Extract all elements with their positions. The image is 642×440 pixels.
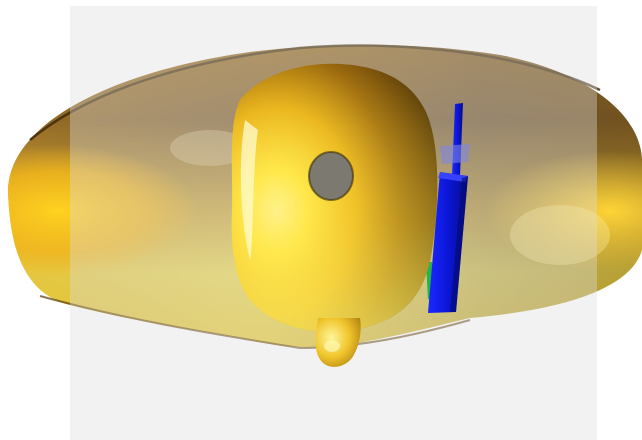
donut-tip — [315, 318, 361, 367]
blue-blade — [428, 103, 470, 313]
donut-body — [231, 63, 438, 332]
donut-hole — [309, 152, 353, 200]
